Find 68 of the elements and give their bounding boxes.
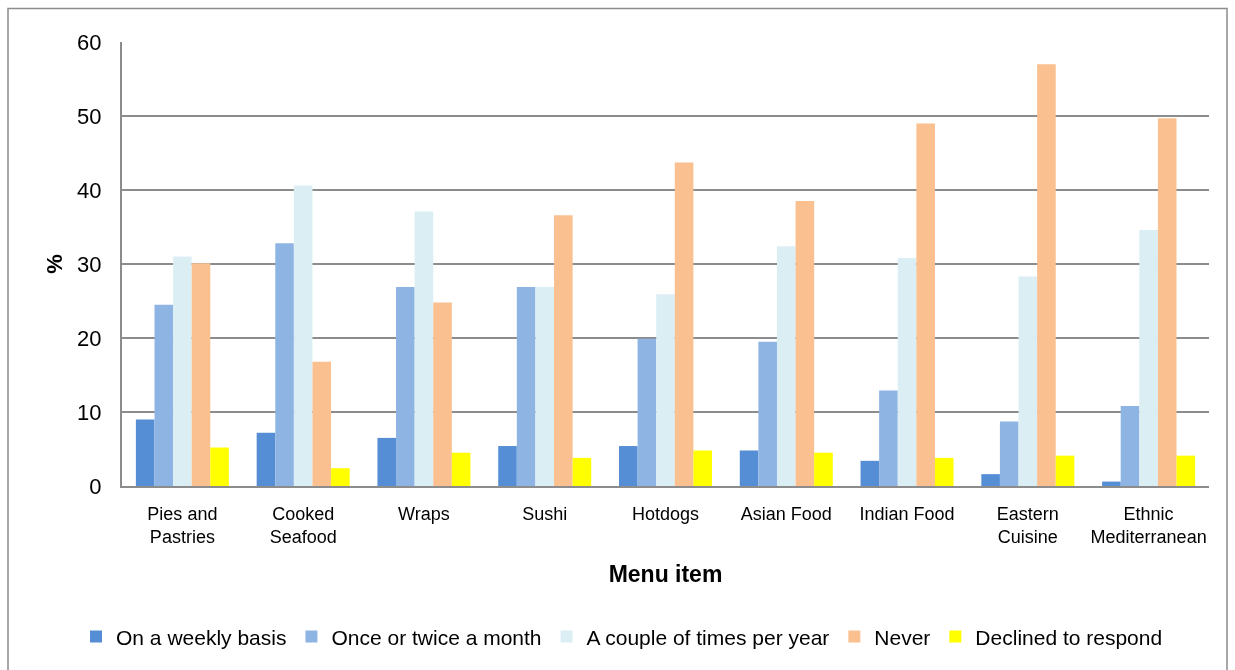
bar (1055, 455, 1075, 486)
bar (1139, 229, 1158, 486)
bar (535, 286, 555, 486)
bar (1037, 64, 1056, 486)
y-tick-label: 20 (77, 325, 102, 351)
bar (572, 457, 592, 486)
bar (739, 450, 759, 486)
bar (396, 286, 415, 486)
y-tick-label: 40 (77, 177, 102, 203)
bar (1102, 481, 1121, 486)
bar (135, 419, 155, 486)
bar (795, 201, 815, 486)
bar (191, 263, 211, 486)
bar (637, 338, 657, 486)
bar (256, 432, 276, 486)
bar (1018, 276, 1038, 486)
legend-label: A couple of times per year (586, 625, 830, 649)
x-tick-label: Pies and Pastries (147, 503, 218, 547)
bar (814, 452, 833, 486)
bar (154, 304, 174, 486)
bar (377, 437, 397, 486)
bar (897, 258, 917, 486)
x-tick-label: Ethnic Mediterranean (1090, 503, 1207, 547)
bar (758, 341, 777, 486)
x-tick-label: Asian Food (740, 503, 832, 524)
bar (981, 474, 1000, 486)
bar (860, 460, 880, 486)
x-tick-label: Cooked Seafood (269, 503, 337, 547)
bar (210, 447, 229, 486)
x-tick-label: Hotdogs (631, 503, 700, 524)
bar (776, 246, 796, 486)
bar (451, 452, 471, 486)
bar (1157, 118, 1177, 486)
bar (999, 421, 1019, 486)
x-tick-label: Eastern Cuisine (996, 503, 1059, 547)
bar (656, 294, 675, 486)
bar (916, 123, 935, 486)
bar (433, 302, 452, 486)
bar (312, 361, 332, 486)
x-tick-label: Indian Food (859, 503, 955, 524)
legend-label: Declined to respond (975, 625, 1163, 649)
y-tick-label: 50 (77, 103, 102, 129)
bar (619, 446, 638, 486)
x-tick-label: Wraps (398, 503, 450, 524)
y-axis-title: % (42, 254, 68, 274)
legend-label: On a weekly basis (116, 625, 287, 649)
y-tick-label: 60 (77, 29, 102, 55)
bar (934, 457, 954, 486)
legend-label: Once or twice a month (331, 625, 542, 649)
bar (293, 185, 313, 486)
bar (674, 162, 694, 486)
bar (554, 215, 573, 486)
x-tick-label: Sushi (522, 503, 568, 524)
bar (1120, 406, 1140, 486)
bar (516, 286, 536, 486)
bar (879, 390, 898, 486)
bar (331, 468, 350, 486)
y-tick-label: 30 (77, 251, 102, 277)
bar (498, 446, 517, 486)
bar (173, 256, 192, 486)
y-tick-label: 0 (89, 473, 102, 499)
x-axis-title: Menu item (608, 561, 723, 588)
y-tick-label: 10 (77, 399, 102, 425)
bar (414, 211, 434, 486)
bar (275, 243, 294, 486)
bar (1176, 455, 1196, 486)
legend-label: Never (874, 625, 931, 649)
bar (693, 450, 712, 486)
